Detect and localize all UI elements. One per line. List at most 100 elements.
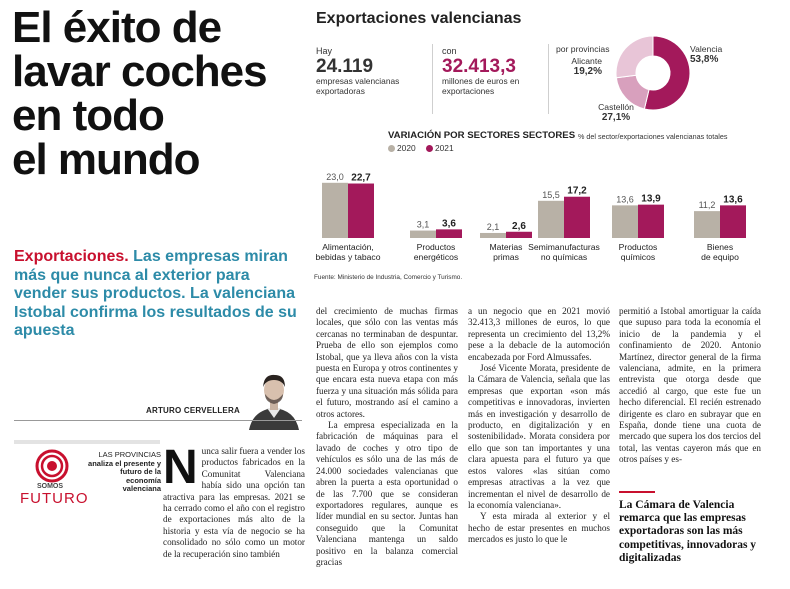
bar-value-label: 22,7 bbox=[351, 173, 371, 184]
pie-slice-valencia bbox=[643, 35, 691, 111]
chart-legend: 2020 2021 bbox=[388, 143, 462, 153]
promo-divider bbox=[14, 440, 160, 444]
legend-label: 2021 bbox=[434, 143, 454, 153]
pie-slice-value: 19,2% bbox=[573, 66, 602, 77]
bar-value-label: 13,6 bbox=[616, 194, 634, 204]
bar-value-label: 13,9 bbox=[641, 194, 661, 205]
province-donut-chart bbox=[615, 35, 691, 111]
pie-slice-name: Alicante bbox=[571, 56, 602, 66]
legend-swatch bbox=[425, 144, 433, 152]
pie-label-valencia: Valencia 53,8% bbox=[690, 44, 722, 65]
stat-divider bbox=[548, 44, 549, 114]
promo-tagline: analiza el presente y futuro de la econo… bbox=[88, 458, 161, 493]
bar-2020-3 bbox=[538, 200, 564, 238]
body-paragraph: permitió a Istobal amortiguar la caída q… bbox=[619, 306, 761, 465]
category-label: Productos bbox=[417, 242, 456, 252]
category-label: Semimanufacturas bbox=[528, 242, 600, 252]
infographic-title: Exportaciones valencianas bbox=[316, 10, 522, 27]
category-label: Productos bbox=[619, 242, 658, 252]
body-column-4: permitió a Istobal amortiguar la caída q… bbox=[619, 306, 761, 466]
subheadline: Exportaciones. Las empresas miran más qu… bbox=[14, 248, 304, 341]
subhead-kicker: Exportaciones. bbox=[14, 248, 129, 265]
category-label: Bienes bbox=[707, 242, 733, 252]
pie-slice-value: 53,8% bbox=[690, 54, 719, 65]
bar-2021-3 bbox=[564, 196, 590, 238]
category-label: primas bbox=[493, 252, 519, 262]
body-column-2: del crecimiento de muchas firmas locales… bbox=[316, 306, 458, 568]
bar-value-label: 23,0 bbox=[326, 172, 344, 182]
headline: El éxito de lavar coches en todo el mund… bbox=[12, 6, 302, 182]
sector-bar-chart: 23,0 22,7 Alimentación,bebidas y tabaco 3,1… bbox=[316, 172, 746, 262]
body-paragraph: La empresa especializada en la fabricaci… bbox=[316, 420, 458, 567]
logo-word-small: SOMOS bbox=[36, 483, 64, 490]
stat-caption: empresas valencianas exportadoras bbox=[316, 76, 400, 96]
pie-slice-castellón bbox=[615, 35, 654, 79]
bar-2021-0 bbox=[348, 183, 374, 238]
bar-2020-4 bbox=[612, 205, 638, 238]
bar-2021-5 bbox=[720, 205, 746, 238]
somos-futuro-promo: SOMOS FUTURO LAS PROVINCIAS analiza el p… bbox=[20, 448, 161, 508]
pull-quote: La Cámara de Valencia remarca que las em… bbox=[619, 499, 757, 564]
category-label: no químicas bbox=[541, 252, 587, 262]
legend-swatch bbox=[388, 144, 395, 152]
category-label: energéticos bbox=[414, 252, 458, 262]
stat-number: 24.119 bbox=[316, 56, 374, 77]
headline-line: en todo bbox=[12, 91, 165, 140]
dropcap: N bbox=[163, 441, 198, 494]
headline-line: El éxito de bbox=[12, 3, 222, 52]
stat-pre: con bbox=[442, 46, 457, 56]
stat-caption: millones de euros en exportaciones bbox=[442, 76, 520, 96]
category-label: químicos bbox=[621, 252, 655, 262]
stat-pre: Hay bbox=[316, 46, 333, 56]
body-column-3: a un negocio que en 2021 movió 32.413,3 … bbox=[468, 306, 610, 546]
bar-value-label: 3,1 bbox=[417, 220, 430, 230]
bar-2020-1 bbox=[410, 230, 436, 238]
somos-futuro-logo bbox=[35, 449, 69, 483]
body-paragraph: del crecimiento de muchas firmas locales… bbox=[316, 306, 458, 419]
bar-2020-5 bbox=[694, 211, 720, 238]
pie-label-castellon: Castellón 27,1% bbox=[596, 102, 636, 123]
stat-companies: Hay 24.119 empresas valencianas exportad… bbox=[316, 46, 426, 96]
category-label: de equipo bbox=[701, 252, 739, 262]
pie-label-alicante: Alicante 19,2% bbox=[568, 56, 602, 77]
subhead-text: Las empresas miran más que nunca al exte… bbox=[14, 248, 297, 340]
headline-line: el mundo bbox=[12, 135, 201, 184]
promo-publisher: LAS PROVINCIAS bbox=[98, 450, 161, 459]
body-paragraph: unca salir fuera a vender los productos … bbox=[163, 446, 305, 559]
pie-slice-name: Castellón bbox=[598, 102, 634, 112]
variation-title: VARIACIÓN POR SECTORES SECTORES bbox=[388, 130, 576, 141]
body-paragraph: Y esta mirada al exterior y el hecho de … bbox=[468, 511, 610, 545]
export-infographic: Exportaciones valencianas Hay 24.119 emp… bbox=[312, 6, 784, 290]
bar-2021-1 bbox=[436, 229, 462, 238]
author-photo bbox=[245, 366, 303, 430]
stat-number: 32.413,3 bbox=[442, 56, 516, 77]
pie-slice-name: Valencia bbox=[690, 44, 723, 54]
bar-value-label: 2,6 bbox=[512, 221, 526, 232]
body-paragraph: a un negocio que en 2021 movió 32.413,3 … bbox=[468, 306, 610, 362]
byline-rule bbox=[14, 420, 302, 421]
legend-item-2021: 2021 bbox=[425, 143, 454, 153]
byline: ARTURO CERVELLERA bbox=[146, 406, 240, 415]
legend-label: 2020 bbox=[397, 143, 416, 153]
source-note: Fuente: Ministerio de Industria, Comerci… bbox=[314, 274, 463, 281]
category-label: Materias bbox=[490, 242, 523, 252]
bar-value-label: 15,5 bbox=[542, 190, 560, 200]
bar-value-label: 11,2 bbox=[699, 200, 716, 210]
pie-header: por provincias bbox=[556, 44, 610, 54]
category-label: bebidas y tabaco bbox=[316, 252, 381, 262]
stat-divider bbox=[432, 44, 433, 114]
bar-2020-0 bbox=[322, 182, 348, 238]
pull-quote-rule bbox=[619, 491, 655, 493]
bar-2021-2 bbox=[506, 231, 532, 238]
stat-exports: con 32.413,3 millones de euros en export… bbox=[442, 46, 572, 96]
legend-item-2020: 2020 bbox=[388, 143, 416, 153]
bar-2020-2 bbox=[480, 232, 506, 238]
promo-text: LAS PROVINCIAS analiza el presente y fut… bbox=[86, 450, 161, 494]
headline-line: lavar coches bbox=[12, 47, 268, 96]
logo-word-big: FUTURO bbox=[20, 490, 89, 507]
category-label: Alimentación, bbox=[322, 242, 374, 252]
body-paragraph: José Vicente Morata, presidente de la Cá… bbox=[468, 363, 610, 510]
bar-value-label: 2,1 bbox=[487, 222, 500, 232]
bar-2021-4 bbox=[638, 204, 664, 238]
